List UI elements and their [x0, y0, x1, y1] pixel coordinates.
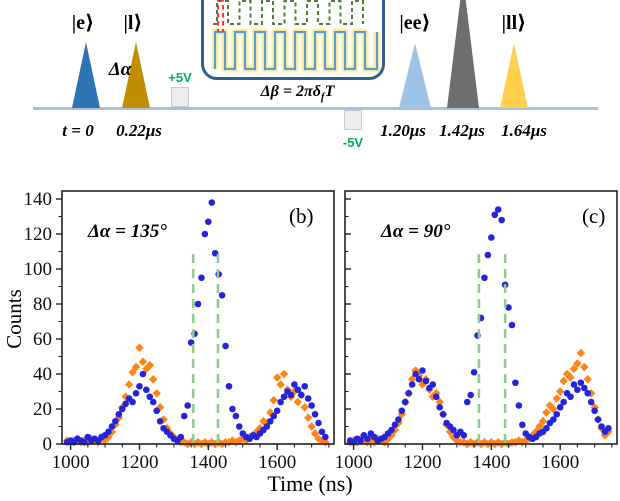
state-label-l: |l⟩ [123, 12, 143, 34]
state-label-ee: |ee⟩ [399, 12, 431, 34]
panel-letter-c: (c) [582, 204, 606, 228]
svg-text:1600: 1600 [258, 452, 296, 473]
svg-text:1200: 1200 [403, 452, 441, 473]
time-label-t0: t = 0 [62, 121, 94, 140]
waveform-inset-box [201, 0, 385, 80]
annotation-delta-alpha-135: Δα = 135° [88, 221, 167, 242]
time-label-142: 1.42μs [439, 121, 485, 140]
pulse-ee-triangle [399, 43, 431, 108]
minus5v-label: -5V [342, 135, 364, 150]
svg-text:60: 60 [33, 329, 52, 350]
svg-text:0: 0 [43, 434, 53, 455]
delta-alpha-label: Δα [108, 59, 132, 80]
time-label-120: 1.20μs [380, 121, 426, 140]
svg-text:100: 100 [24, 259, 53, 280]
panel-letter-b: (b) [289, 204, 314, 228]
svg-text:1200: 1200 [120, 452, 158, 473]
pulse-l-triangle [122, 42, 150, 108]
svg-text:20: 20 [33, 399, 52, 420]
pulse-detection-triangle [447, 0, 479, 108]
svg-text:1400: 1400 [472, 452, 510, 473]
state-label-ll: |ll⟩ [501, 12, 527, 34]
timeline-axis [33, 107, 598, 110]
svg-text:1600: 1600 [541, 452, 579, 473]
svg-text:140: 140 [24, 189, 53, 210]
delta-beta-formula: Δβ = 2πδfT [260, 83, 335, 104]
x-axis-title: Time (ns) [267, 471, 353, 496]
svg-text:1000: 1000 [52, 452, 90, 473]
svg-text:80: 80 [33, 294, 52, 315]
waveform-inset-canvas [211, 0, 381, 73]
time-label-164: 1.64μs [501, 121, 547, 140]
svg-text:1400: 1400 [189, 452, 227, 473]
plus5v-label: +5V [168, 70, 192, 85]
time-label-022: 0.22μs [116, 121, 162, 140]
svg-text:1000: 1000 [335, 452, 373, 473]
y-axis-title: Counts [2, 289, 26, 349]
svg-text:120: 120 [24, 224, 53, 245]
svg-text:40: 40 [33, 364, 52, 385]
state-label-e: |e⟩ [71, 12, 95, 34]
annotation-delta-alpha-90: Δα = 90° [381, 221, 451, 242]
pulse-ll-triangle [500, 43, 528, 108]
minus5v-pulse-rect [344, 110, 362, 130]
pulse-e-triangle [72, 42, 100, 108]
plus5v-pulse-rect [171, 87, 189, 107]
